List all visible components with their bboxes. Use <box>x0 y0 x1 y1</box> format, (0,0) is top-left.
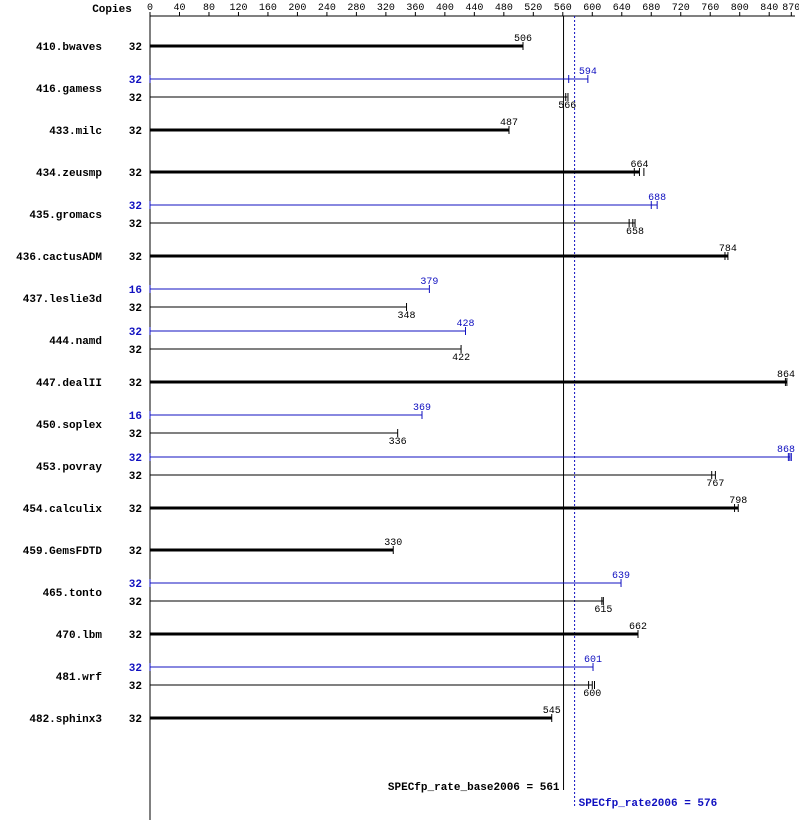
bench-label: 453.povray <box>36 462 102 474</box>
x-tick-label: 840 <box>760 3 778 14</box>
x-tick-label: 720 <box>672 3 690 14</box>
x-tick-label: 600 <box>583 3 601 14</box>
peak-value: 601 <box>584 655 602 666</box>
base-value: 798 <box>729 496 747 507</box>
x-tick-label: 520 <box>524 3 542 14</box>
base-value: 422 <box>452 353 470 364</box>
base-copies: 32 <box>129 546 142 558</box>
base-value: 767 <box>706 479 724 490</box>
base-copies: 32 <box>129 429 142 441</box>
peak-value: 594 <box>579 67 597 78</box>
peak-value: 639 <box>612 571 630 582</box>
base-value: 566 <box>558 101 576 112</box>
peak-value: 369 <box>413 403 431 414</box>
base-copies: 32 <box>129 252 142 264</box>
peak-copies: 32 <box>129 453 142 465</box>
base-copies: 32 <box>129 168 142 180</box>
base-copies: 32 <box>129 630 142 642</box>
x-tick-label: 440 <box>465 3 483 14</box>
base-value: 348 <box>398 311 416 322</box>
base-ref-label: SPECfp_rate_base2006 = 561 <box>388 782 560 794</box>
x-tick-label: 640 <box>613 3 631 14</box>
bench-label: 435.gromacs <box>29 210 102 222</box>
base-value: 506 <box>514 34 532 45</box>
base-value: 662 <box>629 622 647 633</box>
peak-copies: 32 <box>129 201 142 213</box>
x-tick-label: 240 <box>318 3 336 14</box>
bench-label: 454.calculix <box>23 504 103 516</box>
base-copies: 32 <box>129 714 142 726</box>
base-value: 784 <box>719 244 737 255</box>
copies-header: Copies <box>92 4 132 16</box>
base-copies: 32 <box>129 42 142 54</box>
base-value: 545 <box>543 706 561 717</box>
peak-copies: 32 <box>129 579 142 591</box>
peak-value: 688 <box>648 193 666 204</box>
x-tick-label: 280 <box>347 3 365 14</box>
x-tick-label: 360 <box>406 3 424 14</box>
base-value: 330 <box>384 538 402 549</box>
peak-value: 868 <box>777 445 795 456</box>
base-copies: 32 <box>129 345 142 357</box>
bench-label: 447.dealII <box>36 378 102 390</box>
x-tick-label: 320 <box>377 3 395 14</box>
x-tick-label: 0 <box>147 3 153 14</box>
base-copies: 32 <box>129 597 142 609</box>
bench-label: 470.lbm <box>56 630 103 642</box>
bench-label: 482.sphinx3 <box>29 714 102 726</box>
base-value: 664 <box>630 160 648 171</box>
x-tick-label: 480 <box>495 3 513 14</box>
peak-ref-label: SPECfp_rate2006 = 576 <box>579 798 718 810</box>
x-tick-label: 160 <box>259 3 277 14</box>
base-copies: 32 <box>129 219 142 231</box>
peak-copies: 32 <box>129 663 142 675</box>
x-tick-label: 870 <box>782 3 799 14</box>
bench-label: 410.bwaves <box>36 42 102 54</box>
peak-copies: 32 <box>129 327 142 339</box>
base-value: 864 <box>777 370 795 381</box>
x-tick-label: 560 <box>554 3 572 14</box>
bench-label: 465.tonto <box>43 588 103 600</box>
base-value: 615 <box>594 605 612 616</box>
x-tick-label: 800 <box>731 3 749 14</box>
peak-copies: 16 <box>129 411 142 423</box>
base-value: 600 <box>583 689 601 700</box>
bench-label: 459.GemsFDTD <box>23 546 103 558</box>
spec-rate-chart: 0 40 80 120 160 200 240 280 320 360 400 440 480 520 56… <box>0 0 799 831</box>
base-copies: 32 <box>129 681 142 693</box>
base-copies: 32 <box>129 126 142 138</box>
peak-copies: 32 <box>129 75 142 87</box>
peak-value: 379 <box>420 277 438 288</box>
x-tick-label: 680 <box>642 3 660 14</box>
x-tick-label: 80 <box>203 3 215 14</box>
x-tick-label: 200 <box>288 3 306 14</box>
base-copies: 32 <box>129 303 142 315</box>
x-tick-label: 40 <box>173 3 185 14</box>
bench-label: 416.gamess <box>36 84 102 96</box>
bench-label: 437.leslie3d <box>23 294 102 306</box>
base-value: 336 <box>389 437 407 448</box>
x-tick-label: 400 <box>436 3 454 14</box>
bench-label: 444.namd <box>49 336 102 348</box>
x-tick-label: 760 <box>701 3 719 14</box>
bench-label: 450.soplex <box>36 420 102 432</box>
base-copies: 32 <box>129 504 142 516</box>
bench-label: 434.zeusmp <box>36 168 102 180</box>
base-copies: 32 <box>129 93 142 105</box>
base-value: 658 <box>626 227 644 238</box>
bench-label: 436.cactusADM <box>16 252 102 264</box>
base-value: 487 <box>500 118 518 129</box>
peak-copies: 16 <box>129 285 142 297</box>
base-copies: 32 <box>129 378 142 390</box>
base-copies: 32 <box>129 471 142 483</box>
x-tick-label: 120 <box>229 3 247 14</box>
bench-label: 433.milc <box>49 126 102 138</box>
bench-label: 481.wrf <box>56 672 103 684</box>
peak-value: 428 <box>456 319 474 330</box>
